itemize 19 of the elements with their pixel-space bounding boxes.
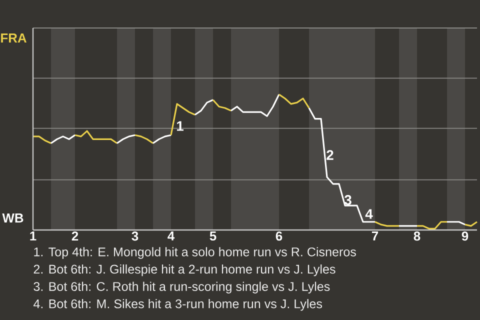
x-tick-label: 9 [462,232,468,241]
x-tick-label: 8 [414,232,420,241]
x-tick-label: 1 [30,232,36,240]
x-tick-label: 4 [168,232,175,240]
x-tick-label: 2 [72,232,78,241]
annotation: 4 [365,209,373,219]
x-tick-label: 6 [276,232,282,241]
text: FRA [1,34,26,42]
x-tick-label: 3 [132,232,138,241]
x-tick-label: 5 [210,232,216,241]
annotation: 1 [177,121,184,131]
annotation: 3 [344,195,352,205]
text: 4. Bot 6th: M. Sikes hit a 3-run home run vs J. Lyles [33,299,322,311]
text: 3. Bot 6th: C. Roth hit a run-scoring single vs J. Lyles [34,282,330,294]
text: 2. Bot 6th: J. Gillespie hit a 2-run home run vs J. Lyles [34,264,336,276]
x-tick-label: 7 [372,232,378,240]
text: 1. Top 4th: E. Mongold hit a solo home run vs R. Cisneros [34,247,356,259]
text: WB [2,214,24,222]
annotation: 2 [326,150,334,160]
